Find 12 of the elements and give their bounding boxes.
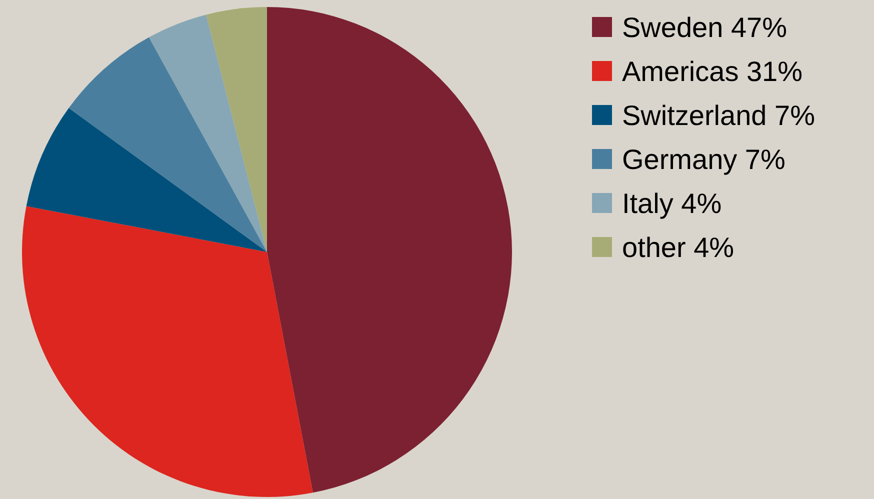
pie-slice bbox=[26, 108, 267, 252]
pie-slice bbox=[68, 37, 267, 252]
pie-slice bbox=[206, 7, 267, 252]
legend-label: Switzerland 7% bbox=[622, 100, 815, 131]
pie-slice bbox=[267, 7, 512, 493]
legend-label: other 4% bbox=[622, 232, 734, 263]
pie-slice bbox=[22, 206, 313, 497]
pie-slice bbox=[148, 14, 267, 252]
legend-label: Sweden 47% bbox=[622, 12, 788, 43]
legend-label: Germany 7% bbox=[622, 144, 786, 175]
legend-label: Americas 31% bbox=[622, 56, 803, 87]
legend-label: Italy 4% bbox=[622, 188, 722, 219]
